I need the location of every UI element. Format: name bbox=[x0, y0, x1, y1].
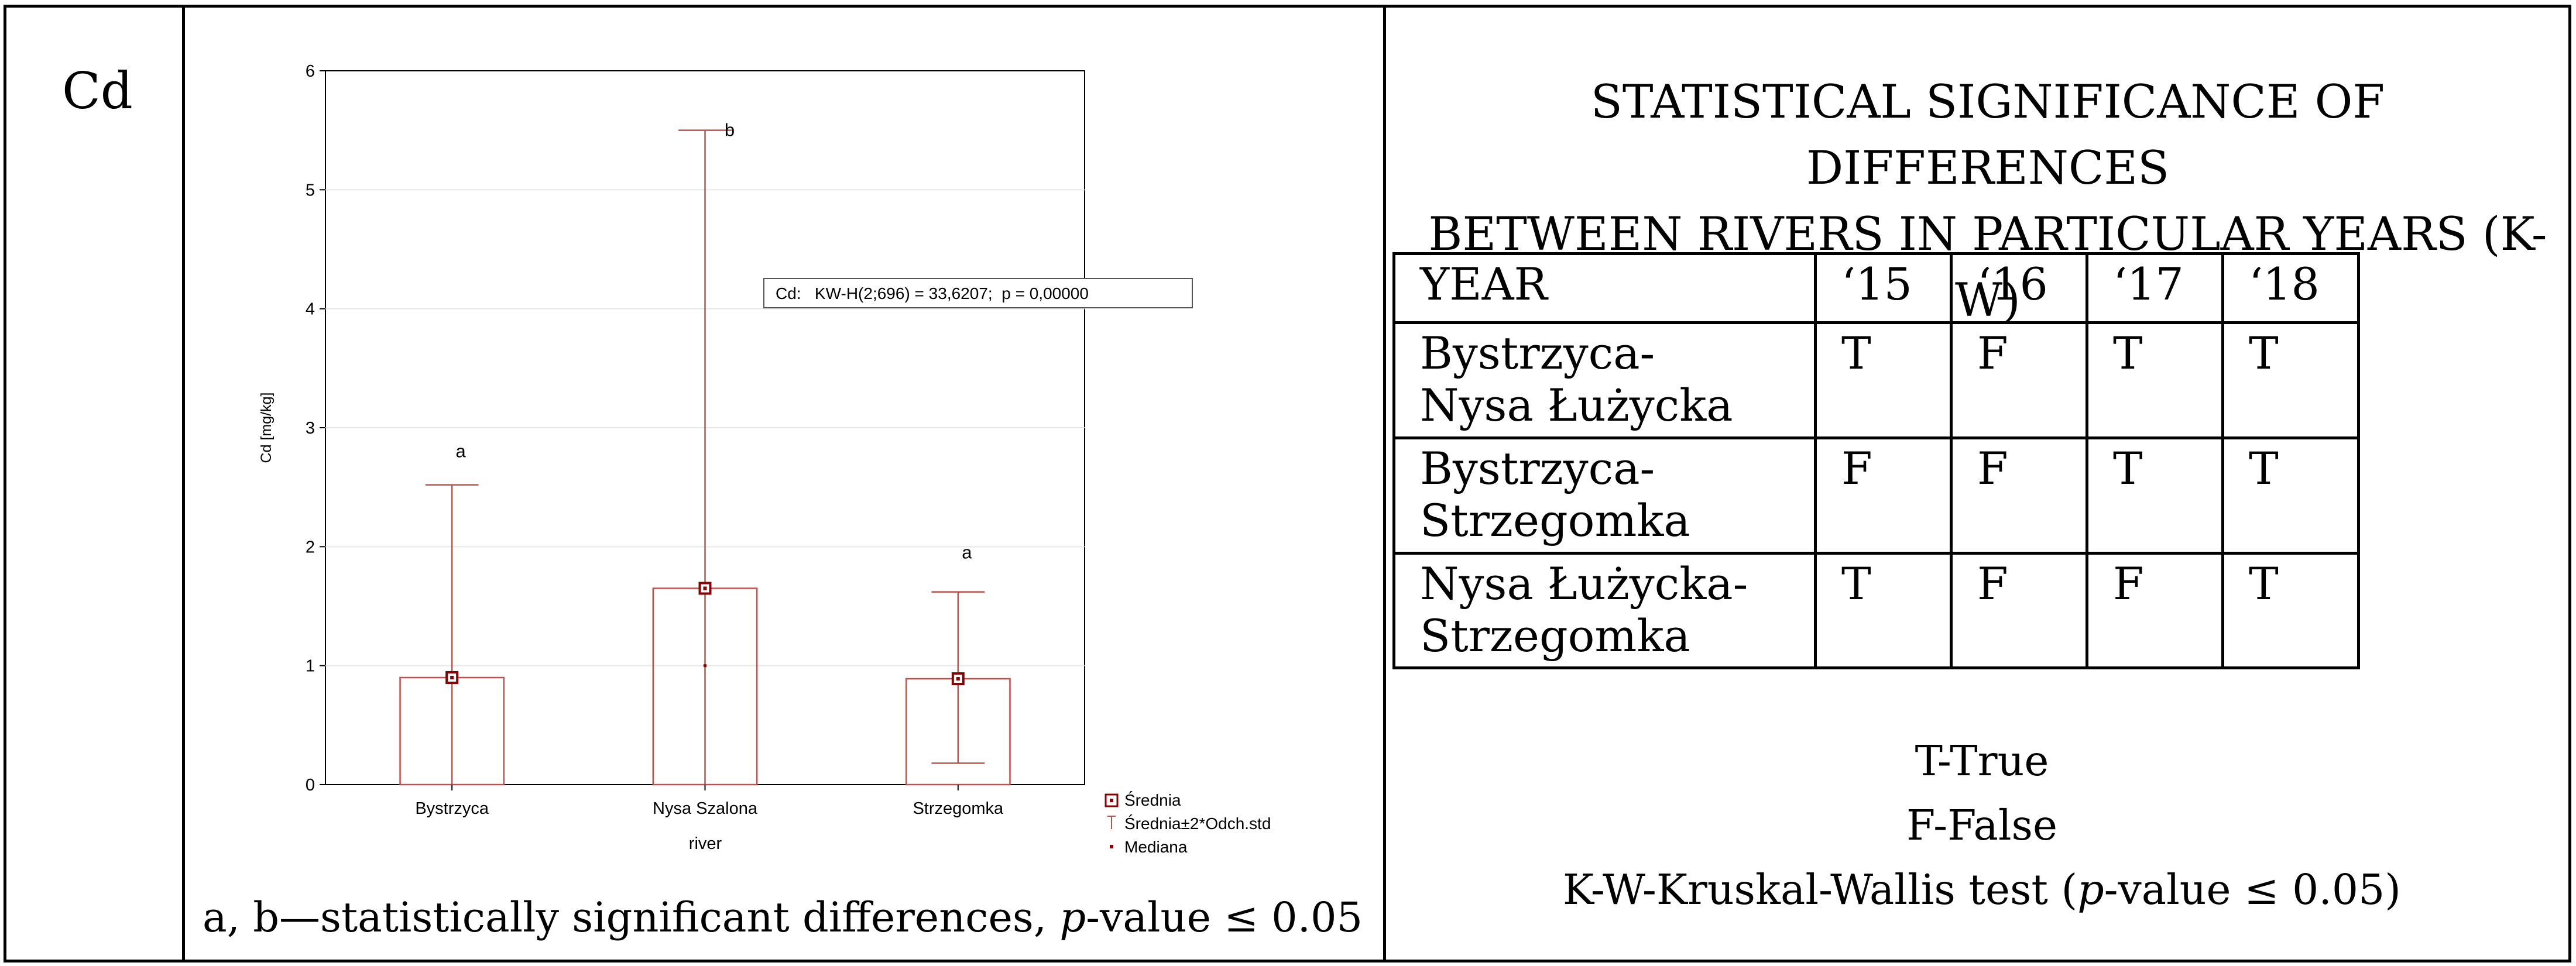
result-cell: T bbox=[2221, 551, 2360, 670]
x-tick-label: Bystrzyca bbox=[415, 799, 489, 818]
result-cell: T bbox=[2221, 436, 2360, 555]
y-tick-label: 4 bbox=[306, 300, 315, 319]
legend-label: Średnia±2*Odch.std bbox=[1124, 814, 1271, 833]
result-cell: F bbox=[1950, 321, 2088, 439]
y-tick-label: 1 bbox=[306, 657, 315, 676]
y-tick-label: 6 bbox=[306, 62, 315, 81]
y-tick-label: 3 bbox=[306, 419, 315, 438]
mean-marker-dot bbox=[703, 586, 707, 590]
result-cell: T bbox=[1814, 551, 1953, 670]
median-marker bbox=[704, 664, 706, 668]
chart-legend: Średnia Średnia±2*Odch.std Mediana bbox=[1105, 790, 1271, 856]
y-tick-label: 0 bbox=[306, 776, 315, 795]
cd-box-chart: 0 1 2 3 4 5 6 a b a Bystrzyca Nysa Szalona Strzego… bbox=[258, 62, 1271, 856]
note-true: T-True bbox=[1915, 737, 2049, 785]
river-pair-line: Bystrzyca- bbox=[1420, 442, 1655, 494]
significance-title-line-1: STATISTICAL SIGNIFICANCE OF DIFFERENCES bbox=[1590, 75, 2385, 195]
result-cell: F bbox=[1814, 436, 1953, 555]
median-marker bbox=[956, 677, 960, 680]
note-kruskal-wallis: K-W-Kruskal-Wallis test (p-value ≤ 0.05) bbox=[1391, 858, 2573, 922]
divider-element-column bbox=[182, 8, 185, 960]
river-pair-cell: Bystrzyca- Strzegomka bbox=[1392, 436, 1817, 555]
river-pair-cell: Nysa Łużycka- Strzegomka bbox=[1392, 551, 1817, 670]
kw-annotation-text: Cd: KW-H(2;696) = 33,6207; p = 0,00000 bbox=[776, 284, 1089, 302]
result-cell: F bbox=[1950, 551, 2088, 670]
significance-table: YEAR ‘15 ‘16 ‘17 ‘18 Bystrzyca- Nysa Łuży… bbox=[1392, 252, 2360, 670]
river-pair-line: Strzegomka bbox=[1420, 494, 1690, 546]
x-tick-label: Strzegomka bbox=[913, 799, 1004, 818]
river-pair-line: Nysa Łużycka bbox=[1420, 379, 1733, 431]
y-tick-layer: 0 1 2 3 4 5 6 bbox=[306, 62, 325, 795]
group-letter: b bbox=[725, 120, 735, 140]
result-cell: T bbox=[2086, 436, 2224, 555]
legend-mean-swatch-dot bbox=[1110, 799, 1113, 802]
table-header-row: YEAR ‘15 ‘16 ‘17 ‘18 bbox=[1392, 252, 2360, 324]
divider-chart-table bbox=[1383, 8, 1386, 960]
result-cell: T bbox=[2221, 321, 2360, 439]
element-label: Cd bbox=[62, 62, 133, 121]
legend-label: Średnia bbox=[1124, 790, 1181, 809]
y-axis-title: Cd [mg/kg] bbox=[258, 393, 275, 463]
header-2018: ‘18 bbox=[2221, 252, 2360, 324]
group-letter: a bbox=[456, 441, 467, 462]
kw-note-p-italic: p bbox=[2077, 865, 2104, 914]
kw-annotation-box bbox=[763, 278, 1193, 308]
caption-text-after: -value ≤ 0.05 bbox=[1086, 893, 1363, 941]
x-axis-title: river bbox=[689, 834, 722, 853]
figure-frame: Cd 0 1 2 3 4 5 6 a b a Bystrzyca Nysa Szalona Strz… bbox=[4, 5, 2571, 962]
significance-title: STATISTICAL SIGNIFICANCE OF DIFFERENCES … bbox=[1405, 69, 2570, 334]
header-year: YEAR bbox=[1392, 252, 1817, 324]
x-tick-label-layer: Bystrzyca Nysa Szalona Strzegomka bbox=[415, 785, 1004, 818]
result-cell: T bbox=[1814, 321, 1953, 439]
kw-note-before: K-W-Kruskal-Wallis test ( bbox=[1563, 865, 2078, 914]
caption-p-italic: p bbox=[1059, 893, 1086, 941]
legend-median-swatch bbox=[1110, 845, 1113, 848]
y-tick-label: 5 bbox=[306, 181, 315, 200]
header-2017: ‘17 bbox=[2086, 252, 2224, 324]
median-marker bbox=[450, 676, 454, 679]
group-letter: a bbox=[962, 542, 972, 563]
legend-label: Mediana bbox=[1124, 838, 1188, 856]
x-tick-label: Nysa Szalona bbox=[653, 799, 758, 818]
table-row: Bystrzyca- Strzegomka F F T T bbox=[1392, 436, 2360, 555]
note-false: F-False bbox=[1906, 801, 2057, 850]
kw-note-after: -value ≤ 0.05) bbox=[2104, 865, 2401, 914]
river-pair-line: Bystrzyca- bbox=[1420, 327, 1655, 379]
table-row: Bystrzyca- Nysa Łużycka T F T T bbox=[1392, 321, 2360, 439]
table-legend-notes: T-True F-False K-W-Kruskal-Wallis test (… bbox=[1391, 729, 2573, 922]
caption-text-before: a, b—statistically significant differenc… bbox=[203, 893, 1060, 941]
result-cell: F bbox=[2086, 551, 2224, 670]
result-cell: T bbox=[2086, 321, 2224, 439]
result-cell: F bbox=[1950, 436, 2088, 555]
table-row: Nysa Łużycka- Strzegomka T F F T bbox=[1392, 551, 2360, 670]
kw-test-annotation: Cd: KW-H(2;696) = 33,6207; p = 0,00000 bbox=[763, 278, 1193, 308]
y-tick-label: 2 bbox=[306, 538, 315, 556]
river-pair-cell: Bystrzyca- Nysa Łużycka bbox=[1392, 321, 1817, 439]
header-2015: ‘15 bbox=[1814, 252, 1953, 324]
river-pair-line: Strzegomka bbox=[1420, 609, 1690, 662]
river-pair-line: Nysa Łużycka- bbox=[1420, 557, 1748, 610]
header-2016: ‘16 bbox=[1950, 252, 2088, 324]
chart-caption: a, b—statistically significant differenc… bbox=[203, 897, 1373, 938]
